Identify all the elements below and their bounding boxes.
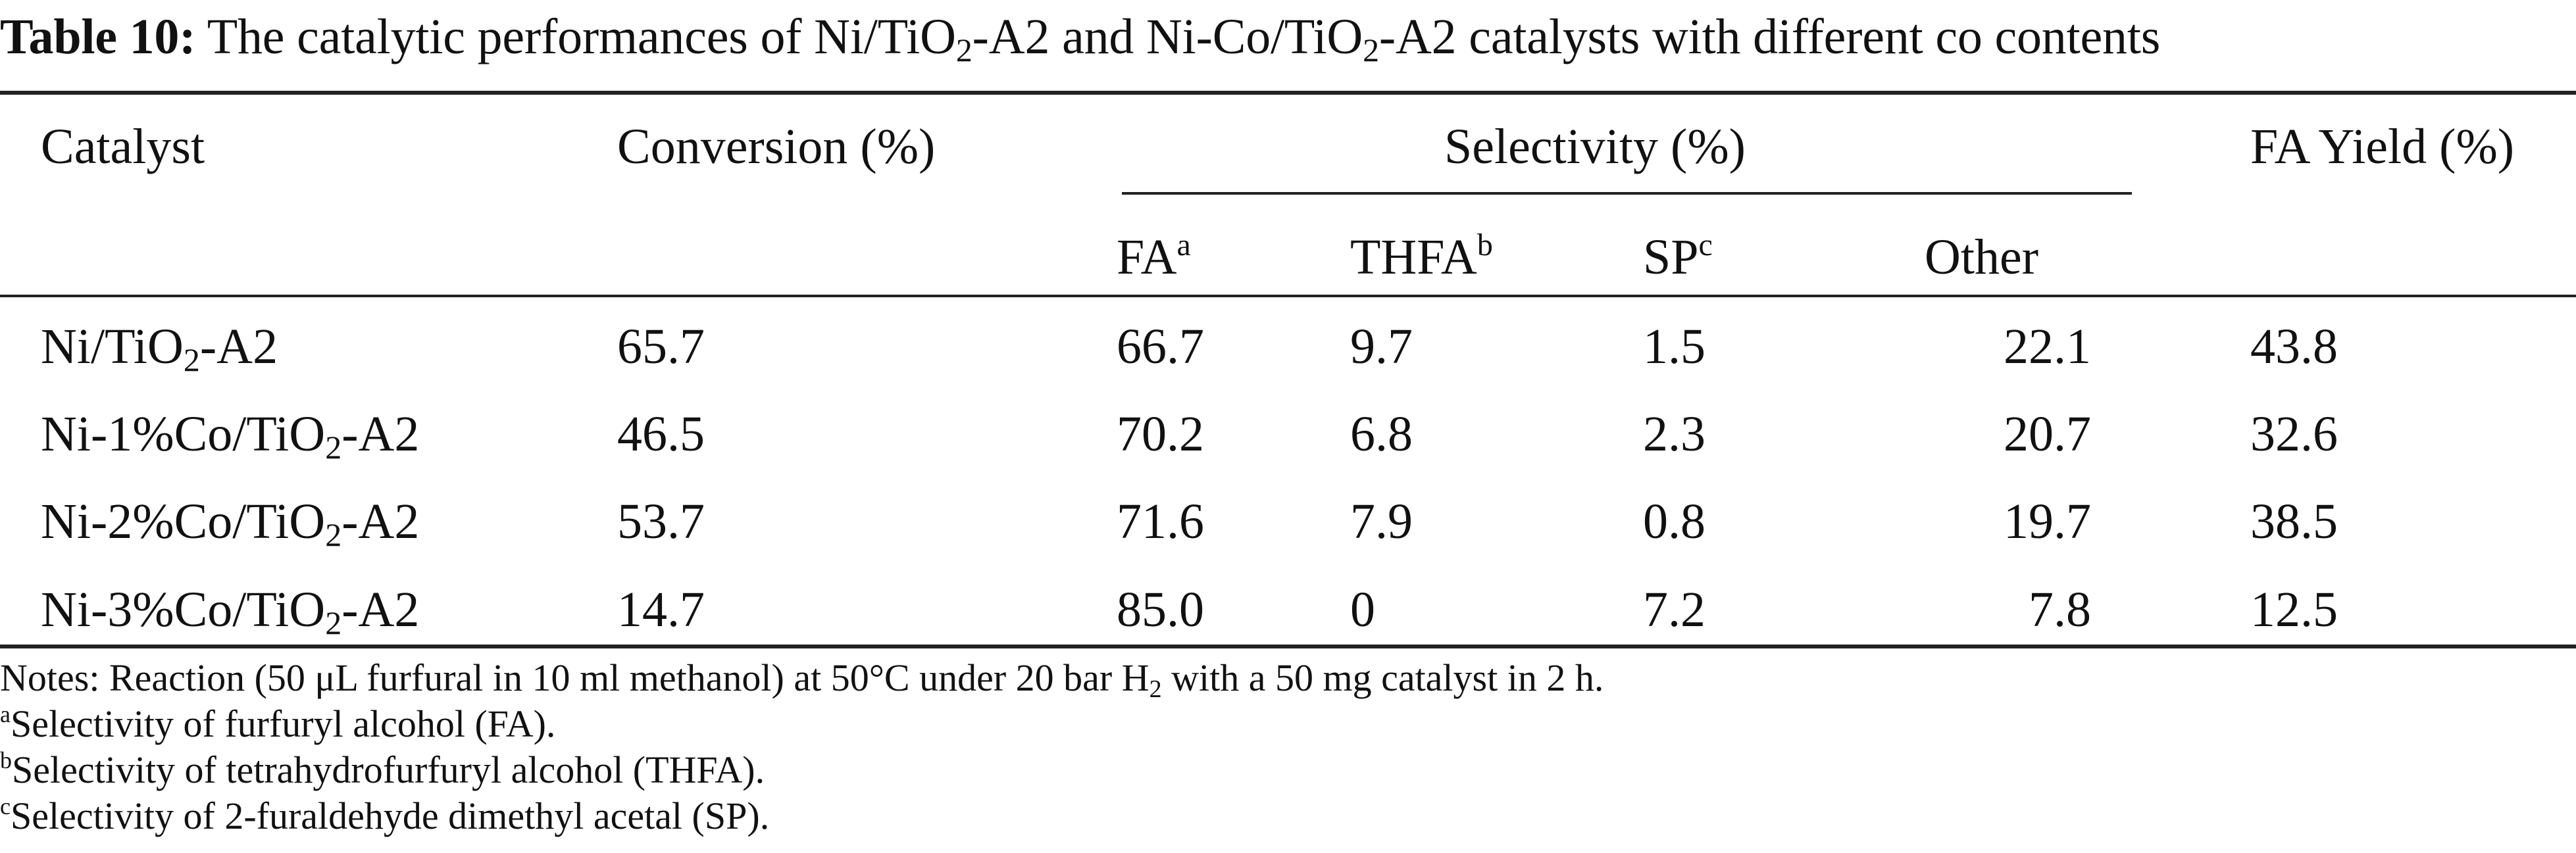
- header-rule: [0, 295, 2576, 297]
- cell-other: 7.8: [2029, 582, 2091, 637]
- cell-conversion: 53.7: [617, 494, 705, 549]
- cell-other: 19.7: [2004, 494, 2091, 549]
- cell-catalyst: Ni-2%Co/TiO2-A2: [41, 494, 420, 553]
- note-a: aSelectivity of furfuryl alcohol (FA).: [0, 701, 556, 745]
- header-catalyst: Catalyst: [41, 119, 205, 174]
- cell-fa-yield: 12.5: [2250, 582, 2338, 637]
- cell-fa-yield: 43.8: [2250, 319, 2338, 374]
- cell-other: 20.7: [2004, 406, 2091, 462]
- top-rule: [0, 91, 2576, 95]
- header-sub-fa: FAa: [1117, 228, 1191, 285]
- cell-thfa: 7.9: [1350, 494, 1413, 549]
- cell-thfa: 6.8: [1350, 406, 1413, 462]
- selectivity-rule: [1122, 192, 2132, 195]
- cell-conversion: 46.5: [617, 406, 705, 462]
- cell-fa-yield: 38.5: [2250, 494, 2338, 549]
- cell-fa-yield: 32.6: [2250, 406, 2338, 462]
- header-conversion: Conversion (%): [617, 119, 936, 174]
- header-selectivity: Selectivity (%): [1444, 119, 1746, 174]
- cell-fa: 70.2: [1117, 406, 1204, 462]
- header-sub-thfa: THFAb: [1350, 228, 1493, 285]
- cell-sp: 1.5: [1643, 319, 1705, 374]
- cell-fa: 66.7: [1117, 319, 1204, 374]
- cell-sp: 0.8: [1643, 494, 1705, 549]
- note-c: cSelectivity of 2-furaldehyde dimethyl a…: [0, 793, 770, 837]
- cell-fa: 71.6: [1117, 494, 1204, 549]
- cell-catalyst: Ni/TiO2-A2: [41, 319, 278, 378]
- cell-thfa: 9.7: [1350, 319, 1413, 374]
- cell-fa: 85.0: [1117, 582, 1204, 637]
- cell-thfa: 0: [1350, 582, 1375, 637]
- cell-other: 22.1: [2004, 319, 2091, 374]
- header-sub-sp: SPc: [1643, 228, 1713, 285]
- cell-sp: 2.3: [1643, 406, 1705, 462]
- cell-catalyst: Ni-1%Co/TiO2-A2: [41, 406, 420, 466]
- table-notes: Notes: Reaction (50 μL furfural in 10 ml…: [0, 655, 2576, 839]
- note-b: bSelectivity of tetrahydrofurfuryl alcoh…: [0, 747, 765, 791]
- cell-catalyst: Ni-3%Co/TiO2-A2: [41, 582, 420, 641]
- cell-conversion: 14.7: [617, 582, 705, 637]
- cell-sp: 7.2: [1643, 582, 1705, 637]
- bottom-rule: [0, 645, 2576, 648]
- header-fa-yield: FA Yield (%): [2250, 119, 2515, 174]
- table-label: Table 10:: [0, 9, 196, 64]
- caption-text: The catalytic performances of Ni/TiO2-A2…: [207, 9, 2161, 68]
- header-sub-other: Other: [1925, 230, 2039, 285]
- table-caption: Table 10: The catalytic performances of …: [0, 0, 2576, 74]
- cell-conversion: 65.7: [617, 319, 705, 374]
- note-reaction-conditions: Notes: Reaction (50 μL furfural in 10 ml…: [0, 656, 1604, 703]
